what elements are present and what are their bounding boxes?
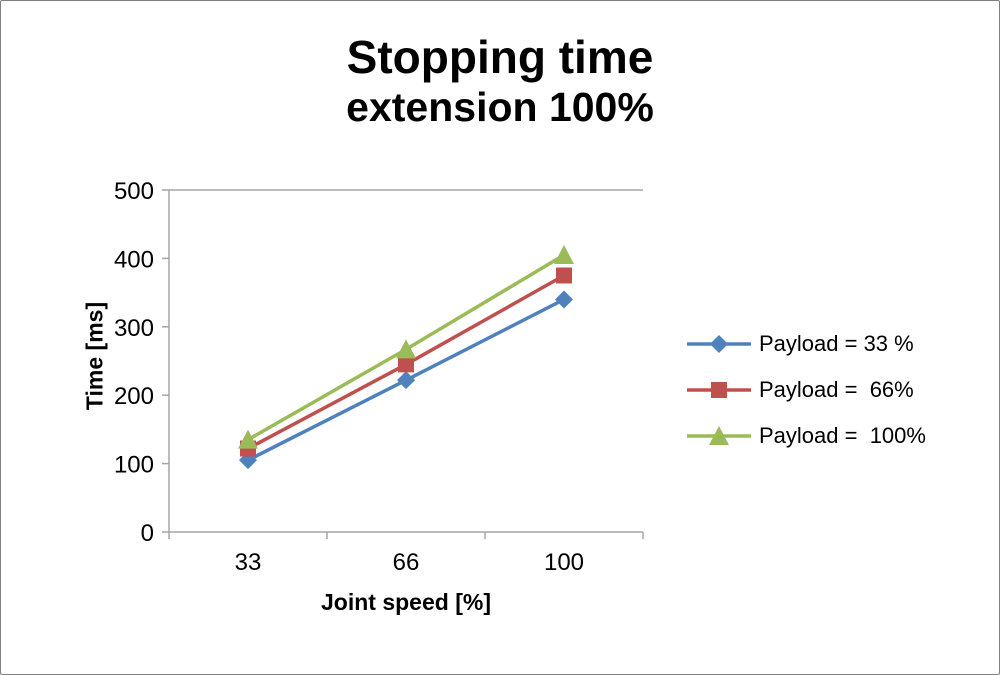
chart-title-line1: Stopping time	[346, 31, 654, 83]
svg-text:66: 66	[393, 549, 420, 576]
legend-label: Payload = 100%	[759, 423, 926, 448]
svg-text:200: 200	[114, 383, 154, 410]
legend-marker-diamond-icon	[687, 335, 751, 353]
svg-text:100: 100	[114, 452, 154, 479]
svg-text:400: 400	[114, 246, 154, 273]
chart-title: Stopping time extension 100%	[1, 31, 999, 131]
legend-marker-triangle-icon	[687, 426, 751, 445]
svg-text:300: 300	[114, 315, 154, 342]
svg-text:500: 500	[114, 178, 154, 205]
legend-label: Payload = 33 %	[759, 331, 914, 356]
legend-item-payload-66: Payload = 66%	[685, 377, 985, 403]
y-axis-title: Time [ms]	[81, 301, 108, 411]
legend-item-payload-100: Payload = 100%	[685, 423, 985, 449]
svg-text:0: 0	[141, 520, 154, 547]
legend-label: Payload = 66%	[759, 377, 914, 402]
chart-title-line2: extension 100%	[346, 83, 654, 130]
legend-marker-square-icon	[687, 382, 751, 398]
legend: Payload = 33 % Payload = 66% Payload = 1…	[685, 331, 985, 449]
x-axis-title: Joint speed [%]	[321, 589, 491, 615]
legend-item-payload-33: Payload = 33 %	[685, 331, 985, 357]
svg-text:33: 33	[235, 549, 262, 576]
svg-text:100: 100	[544, 549, 584, 576]
